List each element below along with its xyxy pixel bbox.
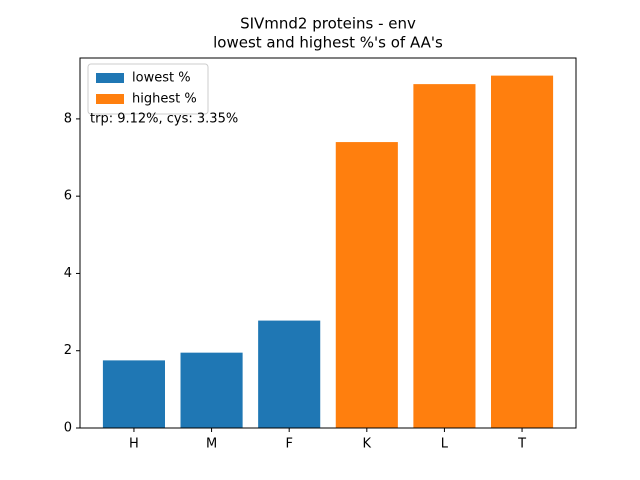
annotation: trp: 9.12%, cys: 3.35% <box>90 112 238 127</box>
x-tick-label: T <box>517 437 526 452</box>
legend-swatch <box>96 73 124 83</box>
bar <box>180 352 243 428</box>
y-tick-label: 2 <box>64 343 72 358</box>
bar <box>102 360 165 428</box>
legend-label: lowest % <box>132 71 191 86</box>
y-tick-label: 6 <box>64 189 72 204</box>
y-tick-label: 4 <box>64 266 72 281</box>
x-tick-label: L <box>441 437 449 452</box>
x-tick-label: K <box>363 437 372 452</box>
bar <box>491 75 554 428</box>
bar <box>413 84 476 428</box>
bar <box>335 142 398 429</box>
y-tick-label: 0 <box>64 421 72 436</box>
x-tick-label: F <box>285 437 292 452</box>
y-tick-label: 8 <box>64 111 72 126</box>
x-tick-label: M <box>206 437 217 452</box>
bar <box>258 320 321 428</box>
plot-frame <box>79 57 577 429</box>
legend-swatch <box>96 94 124 104</box>
chart-subtitle: lowest and highest %'s of AA's <box>213 34 443 52</box>
chart-title: SIVmnd2 proteins - env <box>240 15 416 33</box>
legend-label: highest % <box>132 92 197 107</box>
x-tick-label: H <box>129 437 139 452</box>
